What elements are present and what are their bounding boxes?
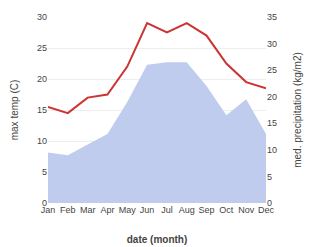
svg-text:Sep: Sep (199, 205, 215, 215)
svg-text:20: 20 (267, 92, 277, 102)
svg-text:30: 30 (267, 39, 277, 49)
svg-text:0: 0 (42, 198, 47, 208)
svg-text:Apr: Apr (100, 205, 114, 215)
svg-text:5: 5 (42, 167, 47, 177)
svg-text:Nov: Nov (238, 205, 255, 215)
svg-text:5: 5 (267, 172, 272, 182)
svg-text:25: 25 (37, 43, 47, 53)
svg-text:Dec: Dec (258, 205, 275, 215)
svg-text:Mar: Mar (80, 205, 96, 215)
svg-text:Feb: Feb (60, 205, 76, 215)
svg-text:Oct: Oct (219, 205, 234, 215)
svg-text:25: 25 (267, 65, 277, 75)
svg-text:Aug: Aug (179, 205, 195, 215)
svg-text:Jul: Jul (161, 205, 173, 215)
svg-text:15: 15 (37, 105, 47, 115)
svg-text:May: May (119, 205, 137, 215)
svg-text:max temp (C): max temp (C) (9, 80, 20, 141)
svg-text:0: 0 (267, 198, 272, 208)
svg-text:15: 15 (267, 118, 277, 128)
svg-text:date (month): date (month) (127, 234, 188, 245)
svg-text:20: 20 (37, 74, 47, 84)
svg-text:10: 10 (37, 136, 47, 146)
svg-text:30: 30 (37, 12, 47, 22)
svg-text:Jun: Jun (140, 205, 155, 215)
svg-text:med. precipitation (kg/m2): med. precipitation (kg/m2) (292, 52, 303, 168)
svg-text:35: 35 (267, 12, 277, 22)
svg-text:Jan: Jan (41, 205, 56, 215)
svg-text:10: 10 (267, 145, 277, 155)
